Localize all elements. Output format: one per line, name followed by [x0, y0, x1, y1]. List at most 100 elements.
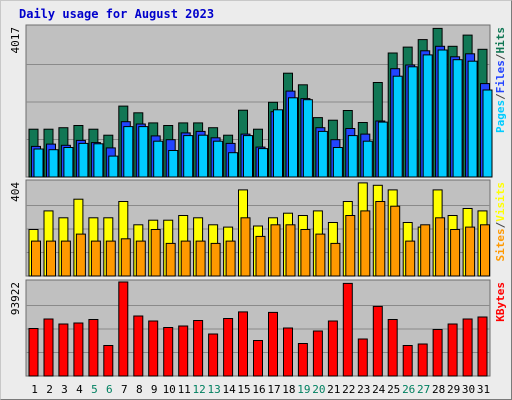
x-tick-label: 19	[297, 383, 310, 396]
x-tick-label: 10	[163, 383, 176, 396]
bar-kbytes	[178, 325, 189, 377]
bar-hits	[422, 54, 433, 178]
bar-sites	[360, 210, 371, 277]
bar-hits	[377, 121, 388, 178]
bar-sites	[390, 205, 401, 277]
bar-hits	[362, 140, 373, 178]
bar-kbytes	[28, 328, 39, 377]
x-tick-label: 9	[151, 383, 158, 396]
bar-hits	[317, 130, 328, 178]
bar-sites	[315, 233, 326, 277]
legend-entry: Visits	[494, 182, 507, 222]
x-tick-label: 28	[432, 383, 445, 396]
chart-title: Daily usage for August 2023	[19, 7, 215, 21]
bar-sites	[150, 229, 161, 277]
bar-kbytes	[327, 320, 338, 377]
bar-kbytes	[447, 323, 458, 377]
bar-hits	[78, 142, 89, 178]
bar-hits	[452, 59, 463, 178]
bar-sites	[435, 217, 446, 277]
legend-entry: KBytes	[494, 282, 507, 322]
bar-sites	[450, 229, 461, 277]
x-tick-label: 21	[327, 383, 340, 396]
bar-kbytes	[88, 319, 99, 377]
x-tick-label: 30	[462, 383, 475, 396]
bar-hits	[347, 135, 358, 178]
x-tick-label: 23	[357, 383, 370, 396]
bar-hits	[288, 97, 298, 178]
bar-hits	[392, 75, 403, 178]
bar-sites	[210, 242, 221, 277]
bar-hits	[138, 126, 149, 178]
bar-hits	[48, 149, 59, 178]
bar-kbytes	[462, 318, 473, 377]
bar-hits	[273, 109, 283, 178]
bar-kbytes	[193, 320, 204, 377]
bar-sites	[60, 240, 71, 277]
legend-entry: /	[494, 53, 507, 60]
legend: Sites/Visits	[494, 182, 507, 262]
bar-kbytes	[253, 340, 263, 377]
bar-sites	[225, 240, 236, 277]
x-tick-label: 24	[372, 383, 386, 396]
x-tick-label: 16	[252, 383, 265, 396]
legend: Pages/Files/Hits	[494, 27, 507, 133]
bar-kbytes	[148, 320, 159, 377]
bar-sites	[135, 240, 146, 277]
bar-kbytes	[342, 282, 353, 377]
x-tick-label: 12	[192, 383, 205, 396]
bar-sites	[420, 224, 431, 277]
bar-sites	[180, 240, 191, 277]
x-tick-label: 3	[61, 383, 68, 396]
bar-kbytes	[372, 305, 383, 377]
bar-hits	[153, 140, 164, 178]
bar-kbytes	[387, 319, 398, 377]
bar-hits	[108, 155, 119, 178]
bar-kbytes	[133, 315, 144, 377]
x-tick-label: 14	[222, 383, 236, 396]
legend-entry: Hits	[494, 27, 507, 54]
y-max-label: 404	[9, 182, 22, 202]
bar-hits	[407, 66, 418, 178]
bar-kbytes	[402, 345, 413, 377]
x-tick-label: 27	[417, 383, 430, 396]
bar-sites	[75, 233, 86, 277]
bar-kbytes	[432, 329, 443, 377]
bar-hits	[228, 152, 239, 178]
x-tick-label: 4	[76, 383, 83, 396]
x-tick-label: 6	[106, 383, 113, 396]
x-tick-label: 26	[402, 383, 415, 396]
y-max-label: 93922	[9, 282, 22, 315]
x-tick-label: 1	[31, 383, 38, 396]
legend-entry: Pages	[494, 100, 507, 133]
x-tick-label: 17	[267, 383, 280, 396]
legend: KBytes	[494, 282, 507, 322]
x-tick-label: 13	[207, 383, 220, 396]
bar-kbytes	[118, 281, 129, 377]
x-tick-label: 7	[121, 383, 128, 396]
bar-hits	[63, 147, 74, 178]
bar-kbytes	[283, 327, 293, 377]
bar-kbytes	[477, 316, 488, 377]
x-tick-label: 2	[46, 383, 53, 396]
legend-entry: /	[494, 221, 507, 228]
bar-sites	[375, 201, 386, 277]
x-tick-label: 11	[178, 383, 191, 396]
bar-kbytes	[163, 327, 174, 377]
bar-kbytes	[297, 343, 308, 377]
x-tick-label: 8	[136, 383, 143, 396]
x-tick-label: 31	[477, 383, 490, 396]
bar-kbytes	[103, 345, 114, 377]
bar-sites	[480, 224, 490, 277]
bar-hits	[467, 60, 478, 178]
bar-hits	[437, 49, 448, 178]
x-tick-label: 20	[312, 383, 325, 396]
bar-hits	[123, 126, 134, 178]
bar-sites	[165, 242, 176, 277]
bar-sites	[330, 242, 341, 277]
bar-kbytes	[223, 318, 234, 377]
bar-sites	[46, 240, 56, 277]
x-tick-label: 18	[282, 383, 295, 396]
bar-sites	[255, 235, 266, 277]
